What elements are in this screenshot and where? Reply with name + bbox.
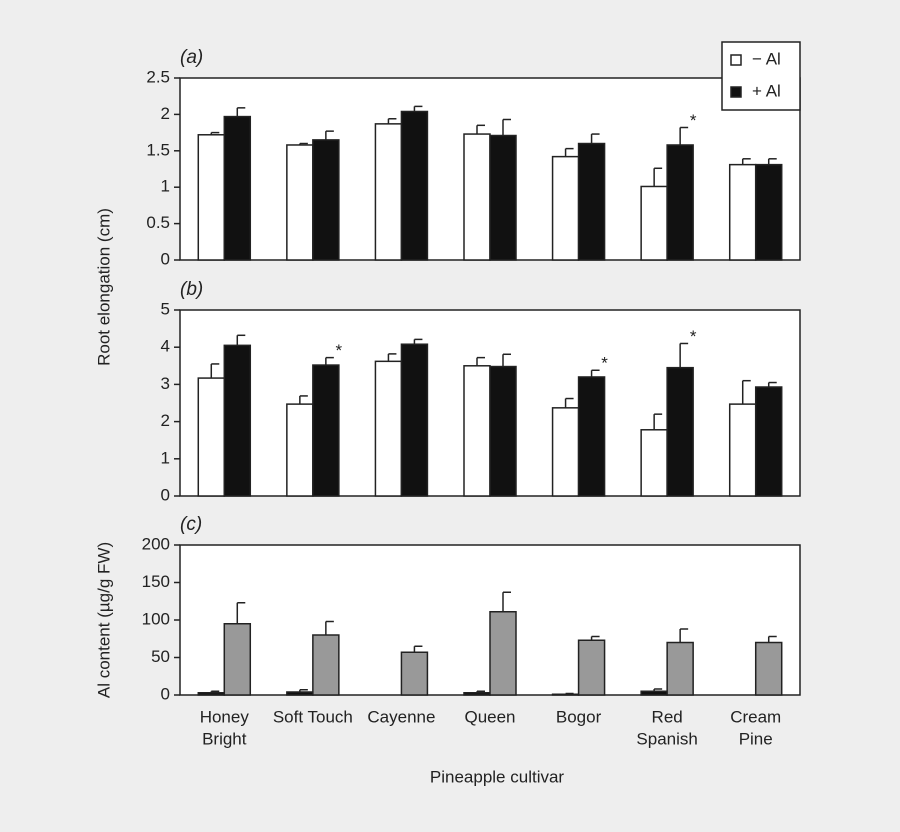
y-tick-label: 5 [161,299,170,318]
bar [754,386,783,497]
y-axis-label: Root elongation (cm) [94,208,113,366]
y-tick-label: 4 [161,337,170,356]
significance: * [690,111,697,130]
bar [286,403,314,497]
bar [666,366,694,497]
y-tick-label: 3 [161,374,170,393]
bar [400,651,429,696]
bar [577,142,606,261]
significance: * [690,327,697,346]
y-tick-label: 150 [142,572,170,591]
legend-swatch [730,86,742,98]
bar [400,110,429,261]
bar [223,344,252,497]
bar [489,611,517,696]
y-tick-label: 2.5 [146,67,170,86]
legend-swatch [730,54,742,66]
bar [312,634,340,696]
x-tick-label: Bogor [556,707,602,726]
bar [197,134,226,261]
y-tick-label: 100 [142,609,170,628]
y-tick-label: 50 [151,647,170,666]
bar [640,185,668,261]
bar [312,364,340,497]
y-tick-label: 1 [161,448,170,467]
bar [728,163,757,261]
y-tick-label: 2 [161,411,170,430]
x-tick-label: Spanish [636,729,697,748]
y-tick-label: 1 [161,177,170,196]
bar [463,692,491,696]
bar [577,376,606,497]
panel-label: (c) [180,514,202,535]
x-tick-label: Soft Touch [273,707,353,726]
y-tick-label: 1.5 [146,140,170,159]
bar [551,407,580,497]
y-tick-label: 2 [161,104,170,123]
bar [463,365,491,497]
bar [312,139,340,261]
bar [640,690,668,696]
x-tick-label: Queen [464,707,515,726]
bar [551,155,580,261]
x-tick-label: Cream [730,707,781,726]
legend-box [721,41,801,111]
y-tick-label: 0.5 [146,213,170,232]
panel-label: (a) [180,47,203,68]
legend-label: − Al [752,49,781,68]
bar [728,403,757,497]
y-axis-label: Al content (µg/g FW) [94,542,113,698]
x-tick-label: Pine [739,729,773,748]
bar [374,360,403,497]
bar [489,134,517,261]
bar [754,641,783,696]
x-tick-label: Honey [200,707,250,726]
significance: * [601,354,608,373]
legend-label: + Al [752,81,781,100]
panel-label: (b) [180,279,203,300]
bar [374,123,403,261]
bar [577,639,606,696]
y-tick-label: 0 [161,485,170,504]
x-tick-label: Red [652,707,683,726]
x-tick-label: Bright [202,729,247,748]
bar [666,144,694,261]
bar [754,163,783,261]
x-tick-label: Cayenne [367,707,435,726]
bar [400,343,429,497]
bar [223,623,252,696]
bar [286,144,314,261]
y-tick-label: 0 [161,684,170,703]
bar [489,365,517,497]
bar [551,693,580,696]
bar [223,115,252,261]
bar [286,691,314,696]
bar [666,641,694,696]
y-tick-label: 200 [142,534,170,553]
x-axis-label: Pineapple cultivar [430,767,565,786]
significance: * [336,341,343,360]
bar [463,133,491,261]
bar [197,377,226,497]
y-tick-label: 0 [161,249,170,268]
bar [640,429,668,497]
bar [197,692,226,696]
